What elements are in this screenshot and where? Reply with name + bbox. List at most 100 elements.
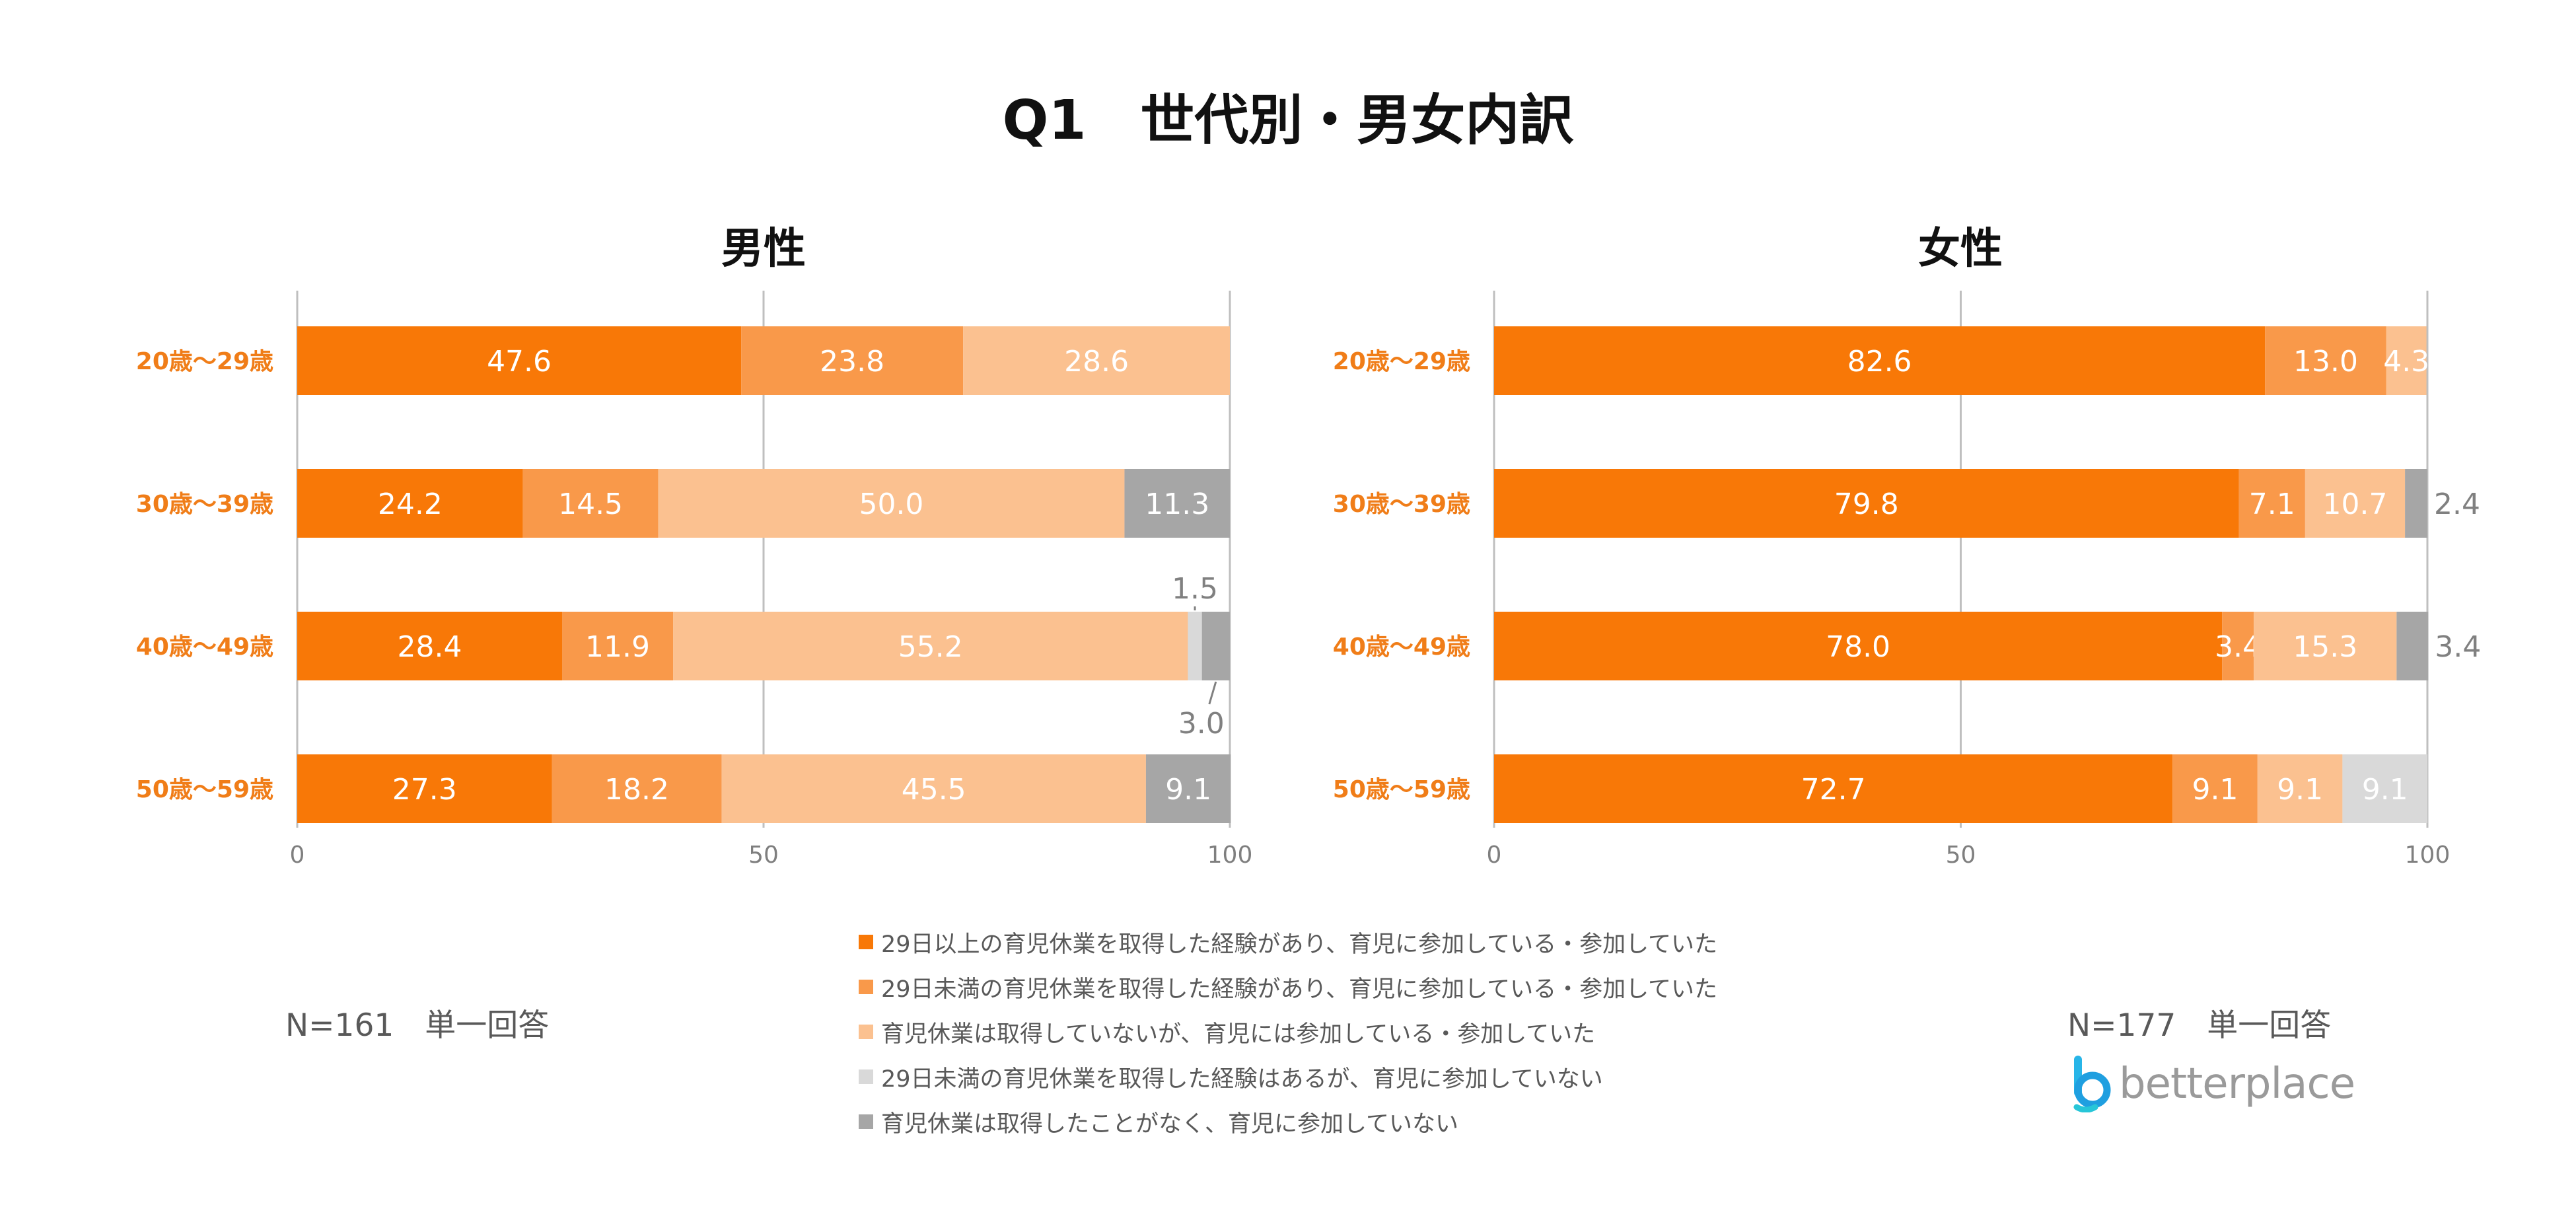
x-tick-label: 0: [290, 842, 305, 869]
bar-segment: [297, 754, 552, 823]
chart-title: Q1 世代別・男女内訳: [1003, 89, 1575, 152]
bar-segment: [2386, 326, 2427, 395]
x-tick-label: 100: [1207, 842, 1253, 869]
data-label: 28.4: [398, 630, 462, 664]
female-sample-note: N=177 単一回答: [2067, 1007, 2332, 1044]
bar-segment: [297, 612, 563, 680]
legend-label: 育児休業は取得していないが、育児には参加している・参加していた: [881, 1021, 1596, 1048]
bar-segment: [741, 326, 964, 395]
bar-segment: [552, 754, 722, 823]
bar-segment: [721, 754, 1146, 823]
data-label: 3.0: [1178, 707, 1225, 741]
data-label: 47.6: [487, 345, 552, 379]
data-label: 82.6: [1847, 345, 1912, 379]
data-label: 15.3: [2293, 630, 2357, 664]
legend-label: 29日以上の育児休業を取得した経験があり、育児に参加している・参加していた: [881, 931, 1718, 958]
data-label: 28.6: [1064, 345, 1129, 379]
category-label: 40歳～49歳: [1333, 633, 1470, 661]
legend-swatch: [859, 980, 873, 994]
bar-segment: [1188, 612, 1202, 680]
x-tick-label: 0: [1487, 842, 1502, 869]
data-label: 45.5: [902, 773, 966, 807]
leader-line: [1208, 681, 1217, 705]
category-label: 50歳～59歳: [1333, 776, 1470, 803]
male-chart: 男性 0 50 100 20歳～29歳 30歳～39歳 40歳～49歳 50歳～59歳 47.6…: [136, 225, 1253, 869]
data-label: 3.4: [2215, 630, 2261, 664]
data-label: 55.2: [898, 630, 963, 664]
category-label: 20歳～29歳: [136, 348, 273, 375]
category-label: 30歳～39歳: [136, 491, 273, 518]
female-chart: 女性 0 50 100 20歳～29歳 30歳～39歳 40歳～49歳 50歳～59歳 82.6…: [1333, 225, 2482, 869]
legend-item: 育児休業は取得していないが、育児には参加している・参加していた: [859, 1009, 1717, 1054]
bar-segment: [297, 326, 742, 395]
data-label: 18.2: [604, 773, 669, 807]
bar-segment: [673, 612, 1188, 680]
legend-item: 育児休業は取得したことがなく、育児に参加していない: [859, 1099, 1717, 1144]
bar-segment: [1145, 754, 1231, 823]
panel-title: 女性: [1918, 225, 2003, 273]
bar-segment: [562, 612, 674, 680]
bar-segment: [2305, 469, 2406, 538]
data-label: 11.9: [585, 630, 650, 664]
legend-item: 29日未満の育児休業を取得した経験があり、育児に参加している・参加していた: [859, 964, 1717, 1009]
data-label: 11.3: [1145, 488, 1209, 521]
panel-title: 男性: [721, 225, 806, 273]
legend-swatch: [859, 935, 873, 949]
category-label: 40歳～49歳: [136, 633, 273, 661]
bar-segment: [2405, 469, 2427, 538]
chart-panels: 男性 0 50 100 20歳～29歳 30歳～39歳 40歳～49歳 50歳～59歳 47.6…: [136, 225, 2482, 869]
bar-segment: [2238, 469, 2305, 538]
category-label: 20歳～29歳: [1333, 348, 1470, 375]
data-label: 78.0: [1826, 630, 1890, 664]
betterplace-logo-text: betterplace: [2119, 1060, 2355, 1108]
legend-swatch: [859, 1114, 873, 1129]
betterplace-logo: betterplace: [2069, 1056, 2355, 1112]
data-label: 9.1: [2277, 773, 2323, 807]
legend-item: 29日以上の育児休業を取得した経験があり、育児に参加している・参加していた: [859, 920, 1717, 964]
legend: 29日以上の育児休業を取得した経験があり、育児に参加している・参加していた 29日…: [859, 920, 1717, 1144]
legend-label: 育児休業は取得したことがなく、育児に参加していない: [881, 1110, 1458, 1138]
x-tick-label: 50: [1946, 842, 1976, 869]
legend-label: 29日未満の育児休業を取得した経験があり、育児に参加している・参加していた: [881, 976, 1718, 1003]
bar-segment: [2342, 754, 2427, 823]
data-label: 50.0: [859, 488, 923, 521]
x-tick-label: 100: [2405, 842, 2451, 869]
data-label: 14.5: [558, 488, 623, 521]
data-label: 79.8: [1834, 488, 1899, 521]
bar-segment: [1124, 469, 1230, 538]
bar-segment: [2257, 754, 2343, 823]
category-label: 50歳～59歳: [136, 776, 273, 803]
data-label: 1.5: [1172, 572, 1218, 606]
bar-segment: [2222, 612, 2254, 680]
data-label: 3.4: [2435, 630, 2481, 664]
betterplace-logo-icon: [2073, 1056, 2111, 1112]
data-label: 4.3: [2383, 345, 2429, 379]
data-label: 7.1: [2249, 488, 2295, 521]
bar-segment: [1494, 469, 2239, 538]
data-label: 9.1: [1165, 773, 1211, 807]
bar-segment: [297, 469, 523, 538]
bar-segment: [522, 469, 659, 538]
legend-item: 29日未満の育児休業を取得した経験はあるが、育児に参加していない: [859, 1054, 1717, 1099]
bar-segment: [658, 469, 1125, 538]
bar-segment: [2172, 754, 2258, 823]
data-label: 13.0: [2293, 345, 2358, 379]
legend-label: 29日未満の育児休業を取得した経験はあるが、育児に参加していない: [881, 1066, 1603, 1093]
category-label: 30歳～39歳: [1333, 491, 1470, 518]
bar-segment: [1201, 612, 1230, 680]
data-label: 24.2: [378, 488, 443, 521]
bar-segment: [1494, 612, 2223, 680]
legend-swatch: [859, 1025, 873, 1039]
data-label: 9.1: [2192, 773, 2238, 807]
bar-segment: [1494, 326, 2266, 395]
bar-segment: [2254, 612, 2397, 680]
data-label: 72.7: [1801, 773, 1866, 807]
bar-segment: [2396, 612, 2429, 680]
data-label: 27.3: [392, 773, 457, 807]
data-label: 9.1: [2362, 773, 2408, 807]
data-label: 10.7: [2323, 488, 2388, 521]
legend-swatch: [859, 1069, 873, 1084]
data-label: 2.4: [2434, 488, 2480, 521]
bar-segment: [963, 326, 1230, 395]
